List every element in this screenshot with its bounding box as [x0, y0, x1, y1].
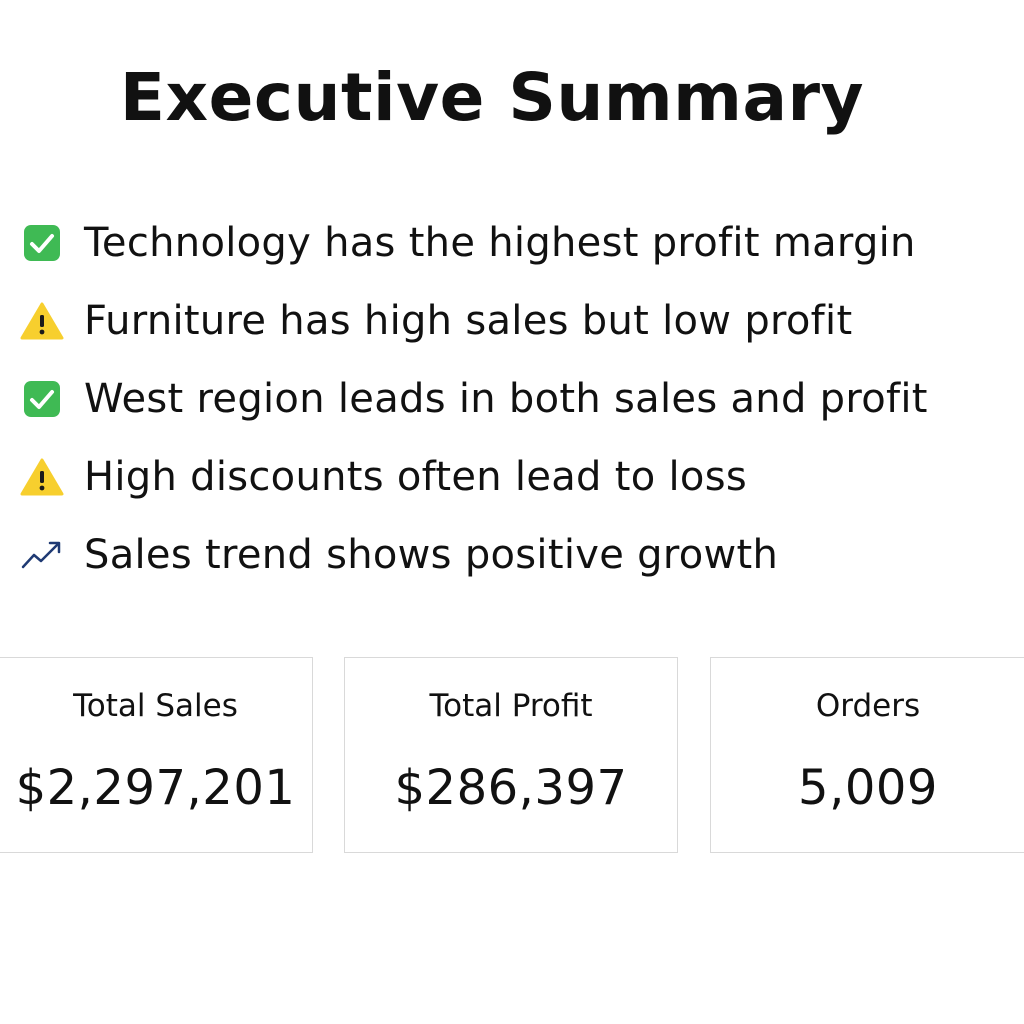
warning-icon [20, 299, 64, 343]
insight-text: Furniture has high sales but low profit [84, 298, 853, 344]
insight-item-west-region: West region leads in both sales and prof… [20, 360, 1010, 438]
insight-item-technology: Technology has the highest profit margin [20, 204, 1010, 282]
kpi-card-total-sales: Total Sales $2,297,201 [0, 657, 313, 853]
insight-text: Sales trend shows positive growth [84, 532, 779, 578]
kpi-value: 5,009 [798, 760, 938, 816]
insight-text: High discounts often lead to loss [84, 454, 747, 500]
insights-list: Technology has the highest profit margin… [20, 204, 1010, 594]
kpi-cards: Total Sales $2,297,201 Total Profit $286… [0, 657, 1024, 855]
kpi-card-total-profit: Total Profit $286,397 [344, 657, 678, 853]
kpi-label: Orders [815, 688, 921, 724]
insight-item-furniture: Furniture has high sales but low profit [20, 282, 1010, 360]
check-box-icon [20, 377, 64, 421]
kpi-card-orders: Orders 5,009 [710, 657, 1024, 853]
kpi-label: Total Profit [429, 688, 593, 724]
page-title: Executive Summary [119, 59, 865, 136]
insight-text: Technology has the highest profit margin [84, 220, 916, 266]
kpi-value: $286,397 [394, 760, 628, 816]
warning-icon [20, 455, 64, 499]
insight-item-discounts: High discounts often lead to loss [20, 438, 1010, 516]
insight-item-sales-trend: Sales trend shows positive growth [20, 516, 1010, 594]
check-box-icon [20, 221, 64, 265]
insight-text: West region leads in both sales and prof… [84, 376, 928, 422]
kpi-value: $2,297,201 [15, 760, 296, 816]
trend-up-icon [20, 533, 64, 577]
kpi-label: Total Sales [73, 688, 238, 724]
